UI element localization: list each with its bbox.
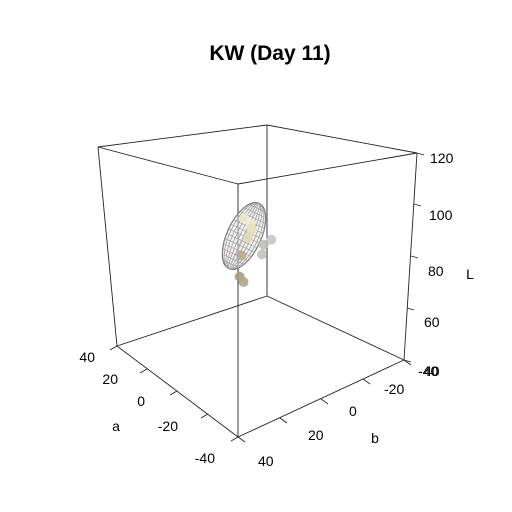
- box-edge: [97, 124, 268, 148]
- L-tick-label: 120: [430, 150, 454, 166]
- L-tick-label: 60: [424, 314, 440, 330]
- a-axis-tick-marks: [109, 345, 239, 442]
- b-tick-mark: [320, 398, 329, 405]
- ellipsoid-grid-line: [230, 223, 262, 239]
- ellipsoid-grid-line: [243, 207, 266, 218]
- L-tick-label: 100: [429, 207, 453, 223]
- b-tick-mark: [362, 378, 371, 385]
- b-tick-label: -40: [418, 363, 438, 379]
- b-axis-tick-marks: [237, 359, 412, 443]
- L-tick-mark: [410, 255, 419, 259]
- L-tick-mark: [406, 307, 415, 311]
- box-edge: [266, 124, 418, 154]
- box-edge: [266, 295, 405, 361]
- L-tick-mark: [416, 152, 425, 156]
- a-axis-label: a: [112, 418, 120, 434]
- ellipsoid-grid-line: [223, 202, 265, 270]
- data-point: [242, 232, 253, 243]
- data-point: [258, 239, 269, 250]
- b-tick-label: 0: [349, 403, 357, 419]
- data-points: [234, 213, 277, 287]
- b-tick-mark: [403, 359, 412, 366]
- a-axis: 40 20 0 -20 -40 a: [79, 345, 239, 466]
- ellipsoid-grid-line: [223, 243, 252, 257]
- data-point: [246, 223, 257, 234]
- b-axis-label: b: [371, 430, 379, 446]
- b-tick-label: 40: [258, 453, 274, 469]
- ellipsoid-grid-line: [226, 233, 258, 249]
- b-tick-mark: [279, 417, 288, 424]
- b-tick-label: 20: [308, 427, 324, 443]
- b-tick-mark: [237, 436, 246, 443]
- a-tick-label: -20: [158, 418, 178, 434]
- box-edge: [116, 295, 268, 347]
- box-edge: [97, 146, 118, 347]
- L-tick-mark: [403, 359, 412, 363]
- L-tick-label: 40: [424, 363, 440, 379]
- a-tick-label: 40: [79, 349, 95, 365]
- L-tick-mark: [413, 203, 422, 207]
- data-point: [256, 249, 267, 260]
- box-edge: [97, 146, 239, 185]
- a-tick-label: 20: [102, 371, 118, 387]
- a-tick-mark: [200, 413, 209, 419]
- L-tick-label: 80: [428, 263, 444, 279]
- data-point: [266, 234, 277, 245]
- a-tick-mark: [169, 390, 178, 396]
- a-tick-mark: [139, 368, 148, 374]
- chart-title: KW (Day 11): [209, 42, 330, 65]
- box-edge: [237, 152, 418, 185]
- b-axis: 40 20 0 -20 -40 b: [237, 359, 438, 469]
- a-tick-mark: [109, 345, 118, 351]
- b-tick-label: -20: [384, 381, 404, 397]
- a-tick-label: 0: [137, 393, 145, 409]
- a-tick-mark: [230, 436, 239, 442]
- L-axis-tick-marks: [403, 152, 425, 363]
- ellipsoid-grid-line: [224, 238, 255, 253]
- L-axis: 40 60 80 100 120 L: [403, 150, 474, 379]
- L-axis-label: L: [466, 266, 474, 282]
- a-tick-label: -40: [195, 450, 215, 466]
- box-edge: [237, 359, 405, 438]
- ellipsoid-grid-line: [222, 254, 245, 265]
- bounding-box: [97, 124, 418, 438]
- data-point: [238, 276, 249, 287]
- box-edge: [403, 152, 418, 361]
- box-edge: [116, 345, 239, 438]
- data-point: [236, 250, 247, 261]
